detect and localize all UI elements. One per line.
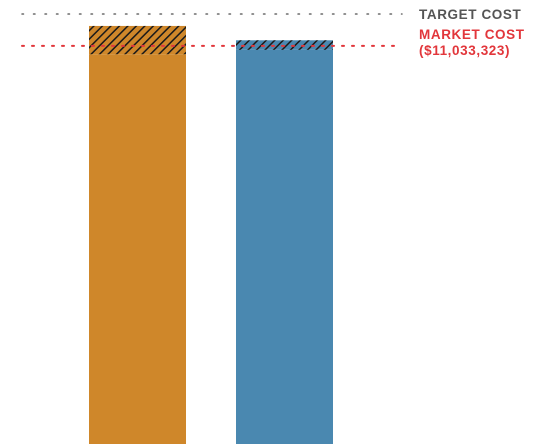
- target-cost-label: TARGET COST: [419, 7, 521, 22]
- reference-lines: [21, 13, 403, 47]
- bars: [89, 25, 333, 444]
- bar-1: [89, 54, 186, 444]
- bar-2: [236, 49, 333, 444]
- market-cost-value: ($11,033,323): [419, 43, 510, 58]
- market-cost-label: MARKET COST: [419, 27, 525, 42]
- bar-1-excess-hatch: [89, 25, 186, 55]
